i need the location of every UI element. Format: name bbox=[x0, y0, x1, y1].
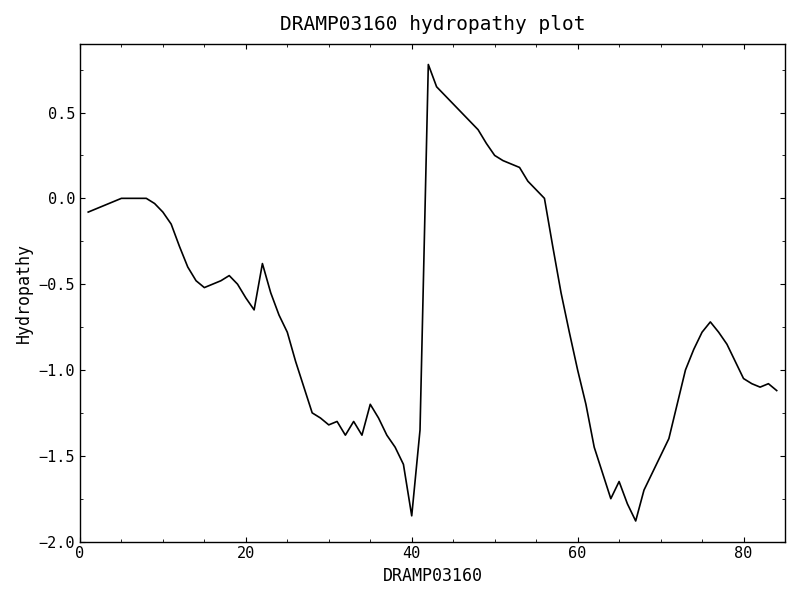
Y-axis label: Hydropathy: Hydropathy bbox=[15, 243, 33, 343]
X-axis label: DRAMP03160: DRAMP03160 bbox=[382, 567, 482, 585]
Title: DRAMP03160 hydropathy plot: DRAMP03160 hydropathy plot bbox=[280, 15, 586, 34]
